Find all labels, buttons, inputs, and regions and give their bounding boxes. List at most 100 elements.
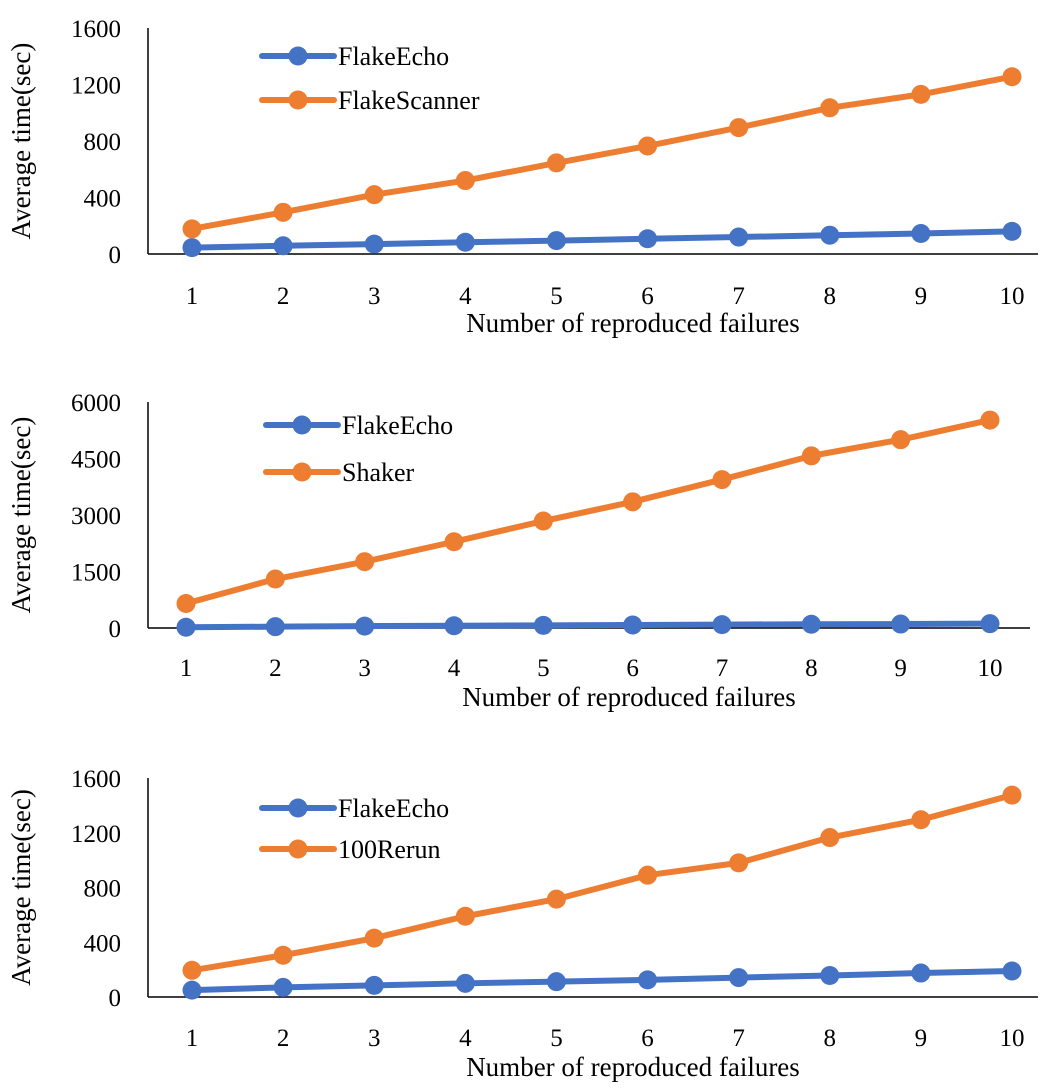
y-tick-label: 1600: [71, 16, 121, 43]
legend-label: 100Rerun: [338, 835, 441, 864]
data-point: [182, 219, 202, 239]
y-tick-label: 400: [84, 930, 122, 957]
x-tick-label: 8: [805, 655, 818, 682]
x-tick-label: 8: [824, 1025, 837, 1052]
x-tick-label: 2: [277, 1025, 290, 1052]
data-point: [1002, 67, 1022, 87]
data-point: [533, 615, 553, 635]
data-point: [182, 238, 202, 258]
data-point: [455, 973, 475, 993]
x-tick-label: 6: [641, 1025, 654, 1052]
x-tick-label: 5: [550, 1025, 563, 1052]
legend-marker: [288, 46, 308, 66]
y-tick-label: 800: [84, 129, 122, 156]
y-tick-label: 400: [84, 186, 122, 213]
x-axis-title: Number of reproduced failures: [466, 1052, 800, 1082]
y-tick-label: 0: [109, 616, 122, 643]
legend-label: FlakeEcho: [338, 794, 449, 823]
data-point: [980, 410, 1000, 430]
x-tick-label: 10: [1000, 283, 1025, 310]
x-tick-label: 3: [368, 1025, 381, 1052]
y-tick-label: 3000: [71, 503, 121, 530]
data-point: [176, 594, 196, 614]
y-tick-label: 4500: [71, 447, 121, 474]
data-point: [712, 470, 732, 490]
data-point: [444, 616, 464, 636]
data-point: [638, 865, 658, 885]
x-tick-label: 7: [716, 655, 729, 682]
data-point: [911, 224, 931, 244]
legend-label: FlakeScanner: [338, 86, 480, 115]
data-point: [638, 136, 658, 156]
x-tick-label: 6: [641, 283, 654, 310]
x-tick-label: 10: [978, 655, 1003, 682]
data-point: [911, 810, 931, 830]
x-tick-label: 9: [915, 283, 928, 310]
data-point: [273, 236, 293, 256]
x-tick-label: 7: [732, 283, 745, 310]
x-tick-label: 1: [186, 283, 199, 310]
data-point: [546, 889, 566, 909]
x-tick-label: 3: [368, 283, 381, 310]
data-point: [265, 617, 285, 637]
data-point: [638, 970, 658, 990]
data-point: [623, 492, 643, 512]
series-line: [189, 228, 1015, 251]
x-tick-label: 10: [1000, 1025, 1025, 1052]
data-point: [638, 229, 658, 249]
x-tick-label: 9: [894, 655, 907, 682]
y-tick-label: 6000: [71, 390, 121, 417]
x-tick-label: 6: [626, 655, 639, 682]
data-point: [729, 968, 749, 988]
data-point: [729, 853, 749, 873]
data-point: [455, 906, 475, 926]
y-tick-label: 0: [109, 242, 122, 269]
y-tick-label: 1200: [71, 821, 121, 848]
data-point: [355, 552, 375, 572]
data-point: [546, 972, 566, 992]
x-tick-label: 2: [277, 283, 290, 310]
y-tick-label: 800: [84, 876, 122, 903]
data-point: [273, 202, 293, 222]
y-axis-title: Average time(sec): [6, 43, 36, 240]
data-point: [911, 84, 931, 104]
series-line: [189, 967, 1015, 994]
x-tick-label: 4: [448, 655, 461, 682]
x-tick-label: 1: [186, 1025, 199, 1052]
x-tick-label: 9: [915, 1025, 928, 1052]
data-point: [364, 975, 384, 995]
chart-panel-1: 0 400 800 1200 1600 1 2 3 4 5 6 7 8 9 10 Number of repr…: [6, 16, 1038, 338]
x-tick-label: 7: [732, 1025, 745, 1052]
y-tick-label: 0: [109, 985, 122, 1012]
data-point: [820, 225, 840, 245]
legend-label: FlakeEcho: [342, 411, 453, 440]
data-point: [729, 227, 749, 247]
legend-label: FlakeEcho: [338, 42, 449, 71]
x-tick-label: 8: [824, 283, 837, 310]
data-point: [364, 234, 384, 254]
data-point: [729, 118, 749, 138]
x-tick-label: 5: [537, 655, 550, 682]
data-point: [455, 171, 475, 191]
legend-marker: [288, 798, 308, 818]
x-axis-title: Number of reproduced failures: [462, 682, 796, 712]
data-point: [533, 511, 553, 531]
y-tick-label: 1500: [71, 560, 121, 587]
data-point: [820, 98, 840, 118]
x-tick-label: 5: [550, 283, 563, 310]
data-point: [444, 532, 464, 552]
series-line: [189, 73, 1015, 232]
y-tick-label: 1600: [71, 766, 121, 793]
series-line: [189, 792, 1015, 974]
data-point: [801, 446, 821, 466]
chart-panel-2: 0 1500 3000 4500 6000 1 2 3 4 5 6 7 8 9 10 Number of re…: [6, 390, 1030, 712]
y-tick-label: 1200: [71, 73, 121, 100]
data-point: [546, 153, 566, 173]
data-point: [455, 232, 475, 252]
data-point: [623, 615, 643, 635]
series-line: [183, 620, 993, 631]
x-axis-title: Number of reproduced failures: [466, 308, 800, 338]
data-point: [364, 928, 384, 948]
x-tick-label: 1: [180, 655, 193, 682]
